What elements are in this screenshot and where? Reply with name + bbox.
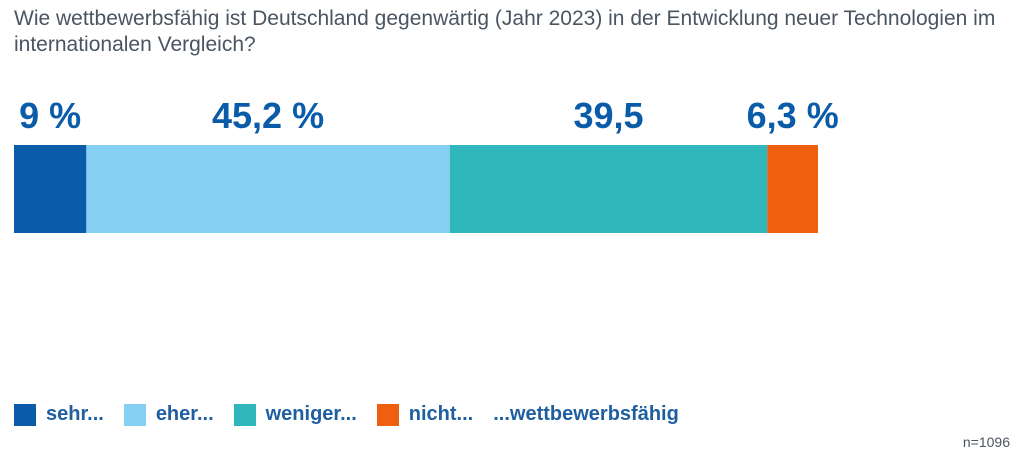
bar-segment-3 [449,145,768,233]
legend-item-4: nicht... [376,403,474,426]
stacked-bar-chart: 9 % 45,2 % 39,5 6,3 % [14,95,839,233]
legend-swatch [233,403,256,426]
legend-suffix: ...wettbewerbsfähig [493,403,679,425]
legend-label: eher... [155,403,214,425]
bar-value-label-2: 45,2 % [212,95,324,136]
legend-item-3: weniger... [233,403,357,426]
sample-size-note: n=1096 [962,434,1010,450]
legend-label: nicht... [408,403,474,425]
legend-label: sehr... [46,403,104,425]
bar-value-label-3: 39,5 [574,95,644,136]
chart-legend: sehr... eher... weniger... nicht... ...wett… [14,403,679,426]
bar-value-label-4: 6,3 % [747,95,839,136]
bar-segment-2 [86,145,450,233]
bar-segment-4 [767,145,818,233]
chart-title: Wie wettbewerbsfähig ist Deutschland geg… [14,7,996,56]
legend-item-1: sehr... [14,403,104,426]
bar-value-label-1: 9 % [19,95,81,136]
legend-swatch [123,403,146,426]
legend-swatch [376,403,399,426]
legend-swatch [14,403,36,426]
legend-label: weniger... [265,403,357,425]
bar-segment-1 [14,145,87,233]
legend-item-2: eher... [123,403,214,426]
